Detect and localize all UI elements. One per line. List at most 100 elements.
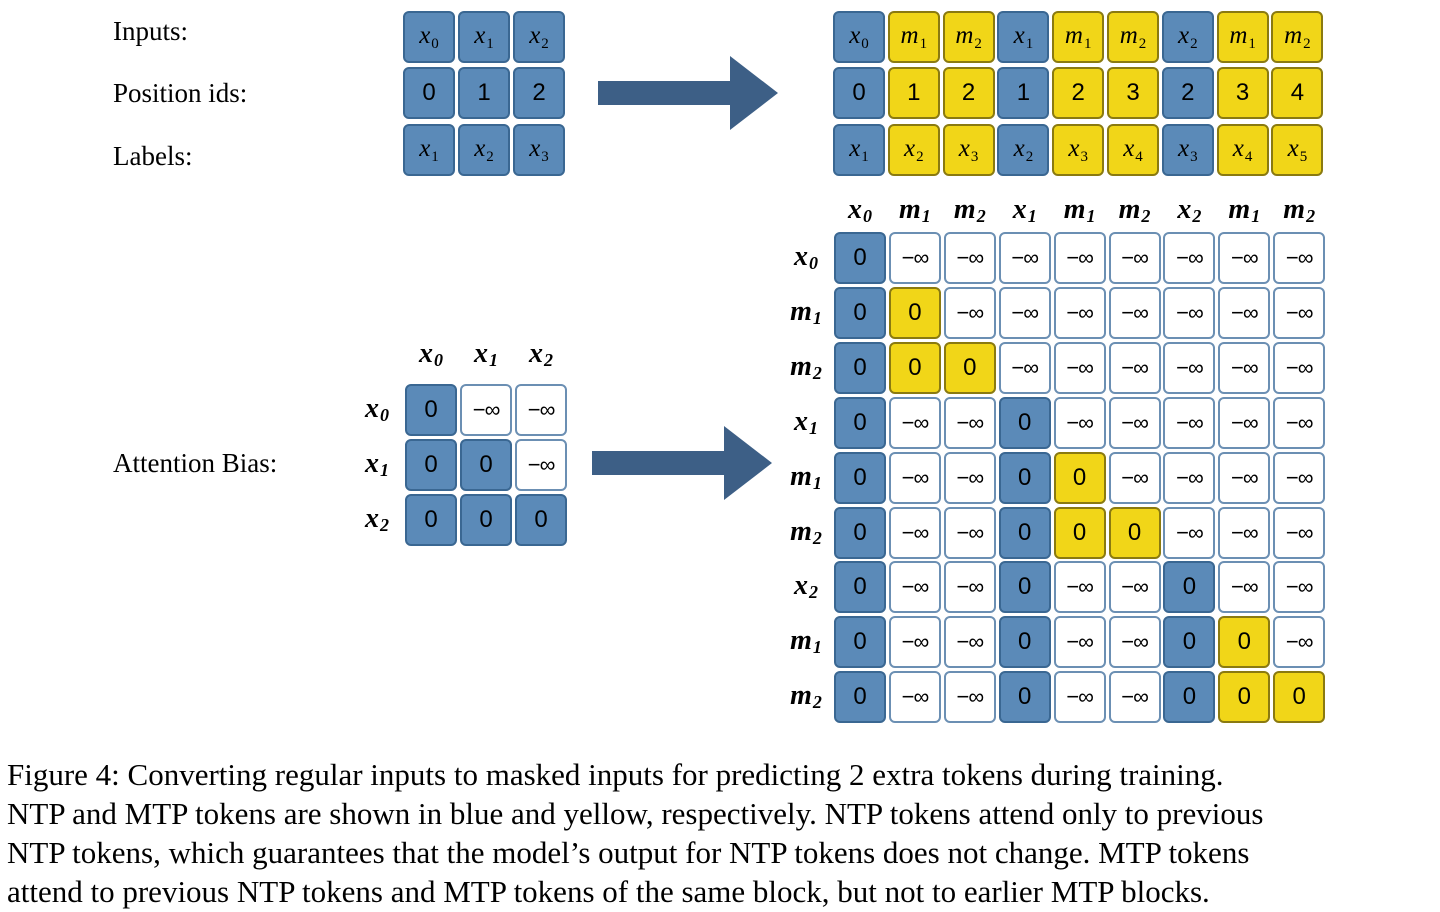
cell-value: −∞ bbox=[1066, 684, 1094, 710]
input-token-cell: x1 bbox=[997, 11, 1050, 63]
cell-value: −∞ bbox=[1176, 464, 1204, 490]
masked-bias-cell: −∞ bbox=[1218, 396, 1271, 449]
column-header: x0 bbox=[419, 338, 443, 370]
column-header: m1 bbox=[899, 194, 931, 226]
token-label: m2 bbox=[1119, 21, 1147, 52]
masked-bias-cell: −∞ bbox=[1273, 616, 1326, 669]
masked-bias-cell: −∞ bbox=[1218, 286, 1271, 339]
position-id-cell: 2 bbox=[1052, 67, 1105, 119]
cell-value: −∞ bbox=[901, 629, 930, 655]
column-header: x0 bbox=[848, 194, 872, 226]
masked-bias-cell: −∞ bbox=[1108, 451, 1161, 504]
cell-value: −∞ bbox=[1285, 299, 1314, 325]
attend-bias-cell: 0 bbox=[1218, 616, 1271, 669]
masked-bias-cell: −∞ bbox=[888, 671, 941, 724]
masked-bias-cell: −∞ bbox=[943, 671, 996, 724]
caption-line: NTP and MTP tokens are shown in blue and… bbox=[7, 796, 1264, 831]
cell-value: −∞ bbox=[901, 245, 930, 270]
position-id-cell: 1 bbox=[997, 67, 1050, 119]
input-token-cell: x1 bbox=[458, 11, 510, 63]
input-token-cell: x2 bbox=[513, 11, 565, 63]
cell-value: 1 bbox=[907, 79, 921, 106]
attend-bias-cell: 0 bbox=[1053, 451, 1106, 504]
cell-value: 0 bbox=[1018, 408, 1032, 436]
cell-value: −∞ bbox=[1121, 354, 1149, 380]
attend-bias-cell: 0 bbox=[834, 451, 886, 504]
masked-bias-cell: −∞ bbox=[1273, 232, 1326, 284]
figure-caption: Figure 4: Converting regular inputs to m… bbox=[7, 755, 1437, 911]
cell-value: 0 bbox=[852, 79, 866, 106]
cell-value: −∞ bbox=[1121, 684, 1149, 710]
attend-bias-cell: 0 bbox=[1273, 671, 1326, 724]
cell-value: −∞ bbox=[901, 574, 930, 600]
row-header: m2 bbox=[790, 350, 822, 383]
masked-bias-cell: −∞ bbox=[1273, 286, 1326, 339]
attend-bias-cell: 0 bbox=[834, 341, 886, 394]
cell-value: 1 bbox=[477, 79, 491, 106]
attend-bias-cell: 0 bbox=[1053, 506, 1106, 559]
masked-bias-cell: −∞ bbox=[888, 396, 941, 449]
row-header: x0 bbox=[794, 241, 818, 273]
caption-line: attend to previous NTP tokens and MTP to… bbox=[7, 874, 1210, 909]
cell-value: 4 bbox=[1290, 79, 1305, 106]
cell-value: 3 bbox=[1235, 79, 1250, 106]
cell-value: −∞ bbox=[1121, 574, 1149, 600]
masked-bias-cell: −∞ bbox=[1273, 561, 1326, 614]
cell-value: −∞ bbox=[1231, 354, 1259, 380]
token-label: x3 bbox=[529, 134, 549, 165]
column-header: x2 bbox=[1177, 194, 1202, 226]
token-label: x4 bbox=[1123, 134, 1143, 165]
cell-value: 0 bbox=[1018, 463, 1032, 491]
position-id-cell: 1 bbox=[887, 67, 940, 119]
token-label: x1 bbox=[419, 134, 439, 165]
attend-bias-cell: 0 bbox=[834, 671, 886, 724]
input-token-cell: m1 bbox=[887, 11, 940, 63]
masked-bias-cell: −∞ bbox=[515, 384, 567, 436]
token-label: x1 bbox=[474, 21, 494, 52]
token-label: m1 bbox=[1229, 21, 1256, 52]
token-label: x0 bbox=[849, 21, 869, 52]
cell-value: −∞ bbox=[901, 409, 930, 435]
cell-value: −∞ bbox=[956, 574, 985, 600]
label-token-cell: x2 bbox=[997, 124, 1050, 176]
attend-bias-cell: 0 bbox=[888, 341, 941, 394]
cell-value: −∞ bbox=[1066, 629, 1094, 655]
attend-bias-cell: 0 bbox=[998, 616, 1051, 669]
cell-value: −∞ bbox=[1285, 464, 1314, 490]
position-ids-label: Position ids: bbox=[113, 78, 248, 108]
attend-bias-cell: 0 bbox=[834, 616, 886, 669]
cell-value: 0 bbox=[1182, 683, 1197, 711]
label-token-cell: x4 bbox=[1107, 124, 1159, 176]
masked-bias-cell: −∞ bbox=[1108, 616, 1161, 669]
token-label: m2 bbox=[1284, 21, 1311, 52]
label-token-cell: x3 bbox=[1161, 124, 1214, 176]
cell-value: 0 bbox=[479, 451, 493, 478]
token-label: x3 bbox=[1068, 134, 1088, 165]
cell-value: −∞ bbox=[472, 397, 501, 422]
cell-value: 0 bbox=[853, 573, 867, 601]
cell-value: −∞ bbox=[956, 245, 985, 270]
position-id-cell: 4 bbox=[1271, 67, 1324, 119]
cell-value: −∞ bbox=[1011, 245, 1039, 270]
cell-value: 2 bbox=[1181, 79, 1195, 106]
masked-bias-cell: −∞ bbox=[1273, 451, 1326, 504]
masked-bias-cell: −∞ bbox=[1053, 396, 1106, 449]
masked-bias-cell: −∞ bbox=[1218, 506, 1271, 559]
attend-bias-cell: 0 bbox=[405, 384, 457, 436]
input-token-cell: x0 bbox=[833, 11, 885, 63]
label-token-cell: x2 bbox=[458, 124, 510, 176]
cell-value: −∞ bbox=[1285, 574, 1314, 600]
row-header: x1 bbox=[365, 448, 389, 480]
cell-value: 2 bbox=[961, 79, 976, 106]
cell-value: 0 bbox=[1018, 573, 1032, 601]
cell-value: 0 bbox=[1018, 518, 1032, 546]
attend-bias-cell: 0 bbox=[1108, 506, 1161, 559]
masked-bias-cell: −∞ bbox=[888, 232, 941, 284]
column-header: x2 bbox=[529, 338, 553, 370]
caption-line: NTP tokens, which guarantees that the mo… bbox=[7, 835, 1250, 870]
masked-bias-cell: −∞ bbox=[1163, 506, 1216, 559]
masked-bias-cell: −∞ bbox=[460, 384, 512, 436]
attend-bias-cell: 0 bbox=[405, 494, 457, 546]
cell-value: −∞ bbox=[956, 519, 985, 545]
masked-bias-cell: −∞ bbox=[1108, 286, 1161, 339]
